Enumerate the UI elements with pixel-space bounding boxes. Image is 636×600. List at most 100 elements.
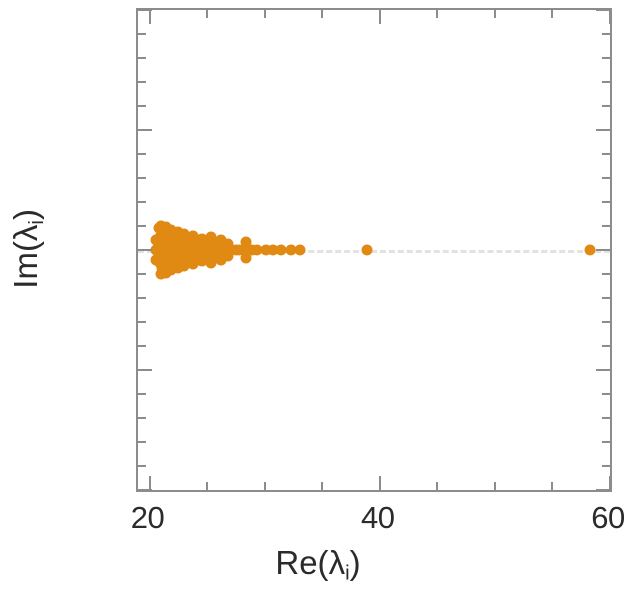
y-minor-tick <box>138 297 146 299</box>
y-minor-tick <box>138 465 146 467</box>
y-minor-tick <box>138 321 146 323</box>
data-point <box>201 238 213 250</box>
y-minor-tick-right <box>602 33 610 35</box>
y-major-tick <box>138 489 152 491</box>
y-minor-tick-right <box>602 345 610 347</box>
data-point <box>172 226 184 238</box>
data-point <box>172 262 184 274</box>
x-major-tick-top <box>148 10 151 24</box>
data-point <box>213 244 225 256</box>
data-point <box>584 244 596 256</box>
x-minor-tick <box>551 482 554 490</box>
y-minor-tick-right <box>602 465 610 467</box>
y-minor-tick-right <box>602 225 610 227</box>
y-major-tick <box>138 369 152 371</box>
x-minor-tick-top <box>263 10 266 18</box>
y-minor-tick <box>138 225 146 227</box>
data-point <box>196 255 208 267</box>
x-axis-title-symbol: λ <box>328 544 346 581</box>
y-minor-tick <box>138 153 146 155</box>
y-minor-tick-right <box>602 177 610 179</box>
data-point <box>201 250 213 262</box>
y-minor-tick <box>138 345 146 347</box>
y-minor-tick <box>138 33 146 35</box>
y-minor-tick <box>138 105 146 107</box>
data-point <box>165 264 177 276</box>
data-point <box>222 238 234 250</box>
data-point <box>222 250 234 262</box>
x-axis-title-subscript: i <box>345 561 350 585</box>
y-major-tick <box>138 249 152 251</box>
y-minor-tick <box>138 417 146 419</box>
x-minor-tick <box>321 482 324 490</box>
y-minor-tick <box>138 81 146 83</box>
data-point <box>205 231 217 243</box>
data-point <box>215 234 227 246</box>
data-point <box>160 267 172 279</box>
y-axis-title: Im(λi) <box>7 99 49 399</box>
y-axis-title-suffix: ) <box>7 209 45 221</box>
x-major-tick-top <box>609 10 611 24</box>
data-point <box>215 254 227 266</box>
y-axis-title-symbol: λ <box>7 224 45 242</box>
y-minor-tick <box>138 441 146 443</box>
zero-reference-line <box>138 250 610 253</box>
x-minor-tick-top <box>493 10 496 18</box>
x-tick-label: 40 <box>361 500 395 535</box>
y-minor-tick-right <box>602 57 610 59</box>
y-minor-tick-right <box>602 105 610 107</box>
x-major-tick <box>609 476 611 490</box>
y-major-tick <box>138 9 152 11</box>
data-point <box>205 257 217 269</box>
x-minor-tick <box>206 482 209 490</box>
x-axis-title: Re(λi) <box>0 544 636 586</box>
data-point <box>294 244 306 256</box>
data-point <box>207 244 219 256</box>
data-point <box>267 244 279 256</box>
y-minor-tick <box>138 273 146 275</box>
x-minor-tick-top <box>321 10 324 18</box>
data-point <box>179 250 191 262</box>
data-point <box>160 221 172 233</box>
x-tick-label: 20 <box>130 500 165 535</box>
data-point <box>240 244 252 256</box>
data-point <box>240 236 252 248</box>
data-point <box>285 244 297 256</box>
y-minor-tick <box>138 201 146 203</box>
y-minor-tick-right <box>602 153 610 155</box>
y-minor-tick-right <box>602 441 610 443</box>
data-point <box>209 251 221 263</box>
y-minor-tick-right <box>602 297 610 299</box>
data-point <box>251 244 263 256</box>
y-major-tick-right <box>596 489 610 491</box>
y-minor-tick-right <box>602 393 610 395</box>
data-point <box>179 238 191 250</box>
x-minor-tick <box>263 482 266 490</box>
data-point <box>209 237 221 249</box>
y-minor-tick-right <box>602 321 610 323</box>
data-point <box>185 237 197 249</box>
y-major-tick-right <box>596 249 610 251</box>
x-major-tick-top <box>378 10 381 24</box>
data-point <box>361 244 373 256</box>
x-tick-label: 60 <box>591 500 625 535</box>
plot-area <box>138 10 610 490</box>
data-point <box>275 244 287 256</box>
x-axis-title-suffix: ) <box>349 544 361 581</box>
data-point <box>240 252 252 264</box>
x-minor-tick <box>493 482 496 490</box>
y-minor-tick <box>138 57 146 59</box>
x-axis-title-prefix: Re( <box>275 544 329 581</box>
y-major-tick-right <box>596 129 610 131</box>
x-minor-tick-top <box>436 10 439 18</box>
data-point <box>218 244 230 256</box>
y-minor-tick-right <box>602 417 610 419</box>
plot-frame <box>136 8 612 492</box>
y-minor-tick <box>138 393 146 395</box>
y-minor-tick-right <box>602 273 610 275</box>
data-point <box>165 224 177 236</box>
x-minor-tick <box>436 482 439 490</box>
x-major-tick <box>378 476 381 490</box>
x-minor-tick-top <box>206 10 209 18</box>
